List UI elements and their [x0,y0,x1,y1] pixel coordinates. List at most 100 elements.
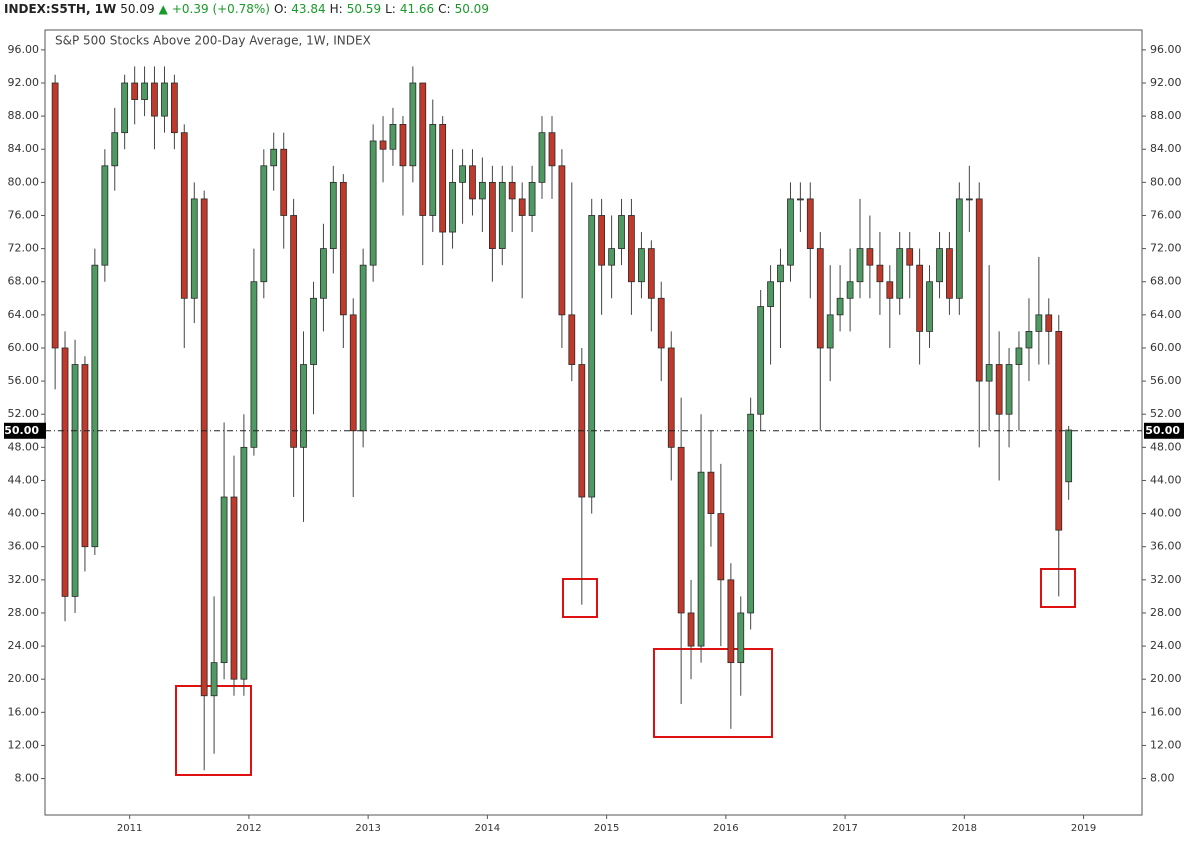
candle-body [111,132,119,167]
candle [598,198,605,315]
candle [518,182,526,299]
candle [985,265,993,431]
y-tick-label: 68.00 [8,275,40,288]
candle [230,455,238,696]
y-tick-label: 84.00 [1150,142,1182,155]
candle-body [369,140,377,266]
y-tick-label: 36.00 [8,540,40,553]
y-tick-label: 76.00 [1150,208,1182,221]
candle [757,290,765,431]
candle-body [856,248,864,283]
candle [349,298,357,498]
candle [737,596,745,696]
candle [608,215,616,299]
price-change: +0.39 (+0.78%) [171,2,270,16]
y-tick-label: 44.00 [8,473,40,486]
candle-body [339,181,347,316]
candle-body [81,364,89,548]
y-tick-label: 32.00 [1150,573,1182,586]
reference-label: 50.00 [1145,424,1180,437]
candle-body [836,297,844,316]
y-tick-label: 8.00 [15,772,40,785]
candle [200,190,208,771]
candle [478,157,486,233]
candle [687,579,695,680]
candle-body [667,347,675,448]
candle-body [796,198,804,201]
y-tick-label: 64.00 [8,308,40,321]
candle-body [359,264,367,432]
candle [667,331,675,481]
candle-body [399,123,407,167]
candle-body [558,165,566,316]
candle-body [767,281,774,307]
candle [260,149,268,299]
candle [498,165,506,266]
candle-body [151,82,158,117]
last-price: 50.09 [120,2,155,16]
candle [300,331,307,522]
candle [101,149,109,282]
y-tick-label: 16.00 [1150,705,1182,718]
candle-body [320,248,327,299]
candle [1065,425,1073,500]
candle-body [886,281,894,299]
candle [1015,331,1023,431]
candle-body [657,297,665,349]
candle-body [280,148,288,216]
candle [995,331,1003,481]
candle-body [638,248,645,283]
candle-body [777,264,784,283]
candle-body [1005,364,1013,415]
candle-body [310,297,317,365]
highlight-box [562,578,598,618]
candle [628,198,635,315]
candle-body [936,248,943,283]
candle [965,165,973,233]
candle-body [965,198,973,201]
candle [290,198,297,498]
candle-body [1065,429,1073,483]
y-tick-label: 76.00 [8,208,40,221]
candle-body [429,123,437,216]
y-tick-label: 80.00 [8,175,40,188]
candle [787,182,794,282]
candle-body [121,82,129,134]
candle [806,182,814,299]
candle-body [906,248,914,266]
candle [190,182,198,324]
candle-body [806,198,814,250]
candle-body [787,198,794,266]
candle-body [379,140,387,150]
candle-body [270,148,278,167]
candle-body [478,181,486,200]
candle [469,149,476,216]
highlight-box [1040,568,1076,608]
candle-body [210,662,218,697]
candle [339,174,347,348]
candle-body [866,248,874,266]
candle-body [459,165,466,183]
x-tick-label: 2017 [832,823,857,834]
candle-body [1045,314,1053,332]
candle-body [955,198,963,299]
candle [657,281,665,382]
candle [220,422,228,680]
candle-body [598,215,605,266]
candle-body [230,496,238,680]
candle-body [131,82,139,100]
candle [369,124,377,282]
reference-label-box [4,422,46,439]
candle-body [608,248,616,266]
candle [91,248,99,555]
y-tick-label: 92.00 [1150,76,1182,89]
candle [51,74,59,390]
candle [161,66,168,133]
y-tick-label: 84.00 [8,142,40,155]
candle [926,265,933,348]
y-tick-label: 28.00 [1150,606,1182,619]
candle [508,165,516,233]
chart-title: S&P 500 Stocks Above 200-Day Average, 1W… [55,34,371,48]
y-tick-label: 40.00 [8,507,40,520]
